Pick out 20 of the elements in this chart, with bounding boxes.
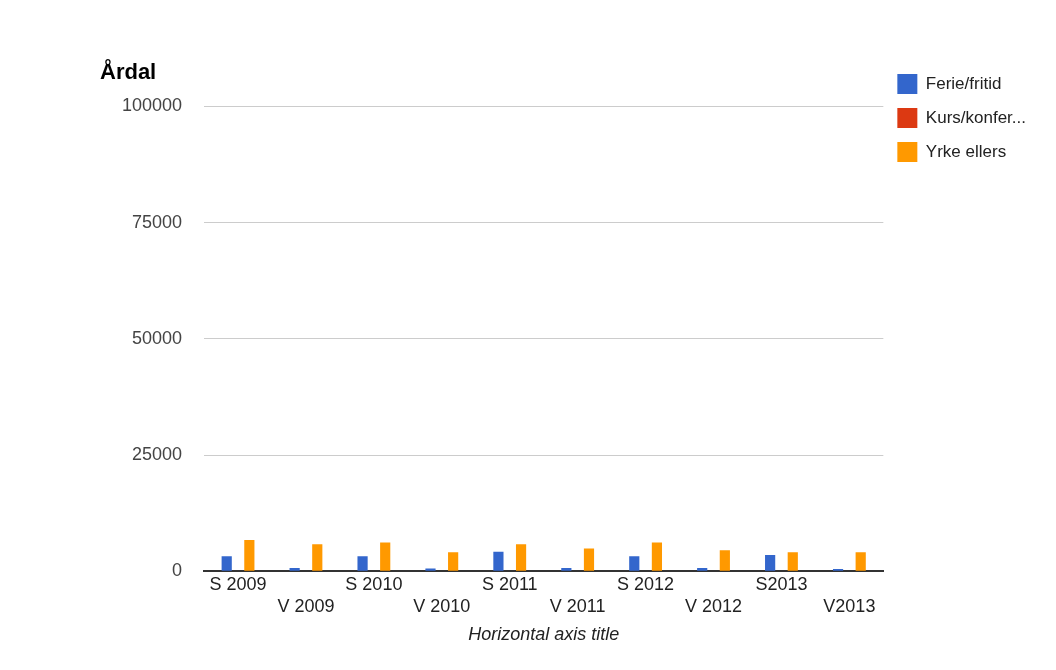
y-tick-label: 50000 [132,327,183,348]
y-tick-label: 0 [172,560,183,581]
legend-label: Kurs/konfer... [925,107,1027,127]
x-tick-label: V 2009 [277,595,335,616]
x-tick-label: S 2011 [481,573,538,594]
y-tick-label: 100000 [121,95,183,116]
y-tick-label: 75000 [132,211,183,232]
legend-label: Yrke ellers [925,141,1007,161]
chart-title: Årdal [100,58,157,85]
x-axis-title: Horizontal axis title [468,624,620,645]
x-tick-label: S 2012 [617,573,675,594]
legend-label: Ferie/fritid [925,73,1002,93]
x-tick-label: S 2009 [209,573,267,594]
x-tick-label: V2013 [823,595,876,616]
x-tick-label: V 2011 [549,595,606,616]
x-tick-label: V 2012 [684,595,743,616]
x-tick-label: S 2010 [345,573,403,594]
y-tick-label: 25000 [132,443,183,464]
x-tick-label: V 2010 [413,595,471,616]
x-tick-label: S2013 [755,573,808,594]
